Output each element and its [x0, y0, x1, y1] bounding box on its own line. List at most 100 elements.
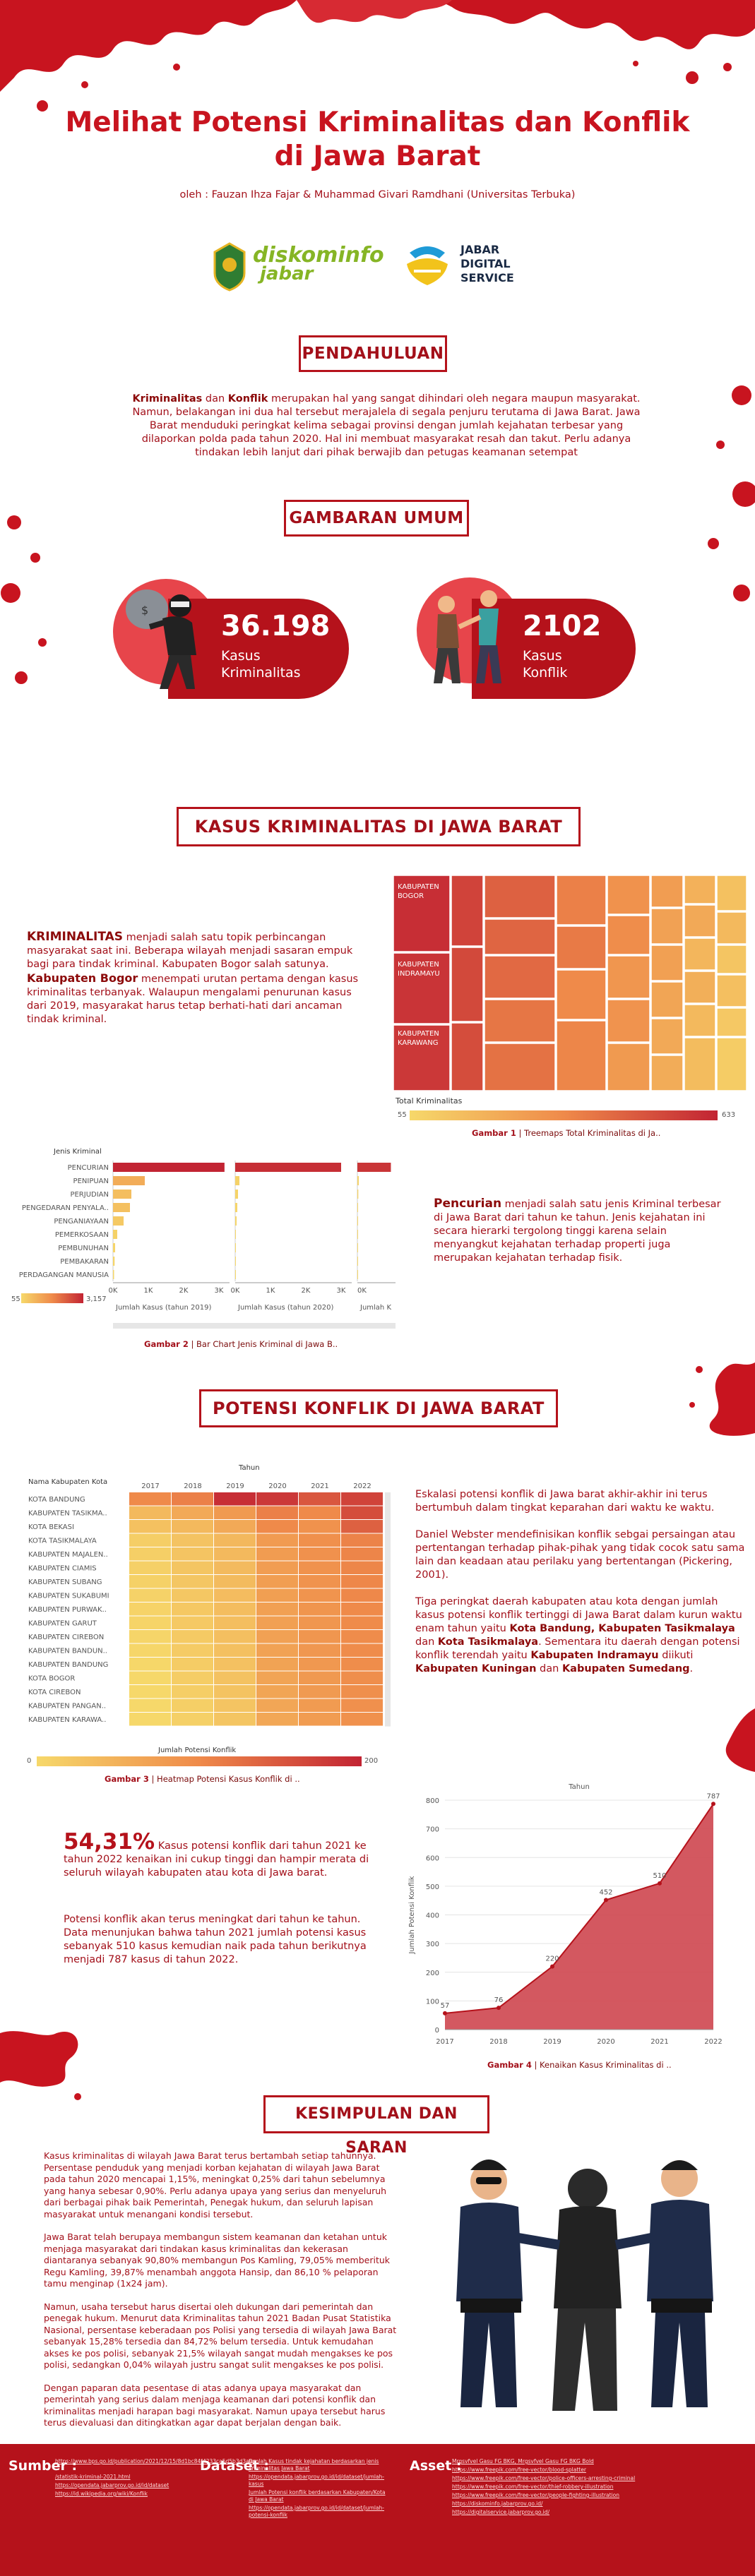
heatmap-cell[interactable] — [129, 1520, 171, 1533]
heatmap-cell[interactable] — [256, 1547, 298, 1561]
heatmap-cell[interactable] — [256, 1658, 298, 1671]
heatmap-cell[interactable] — [172, 1630, 213, 1643]
footer-asset-link-3[interactable]: https://www.freepik.com/free-vector/thie… — [452, 2484, 614, 2490]
footer-sumber-link-2[interactable]: https://opendata.jabarprov.go.id/id/data… — [55, 2482, 170, 2488]
heatmap-cell[interactable] — [214, 1699, 256, 1713]
footer-sumber-link-0[interactable]: https://www.bps.go.id/publication/2021/1… — [55, 2458, 256, 2464]
treemap-tile[interactable] — [451, 947, 484, 1022]
bar-mark[interactable] — [235, 1190, 238, 1199]
heatmap-cell[interactable] — [299, 1713, 340, 1726]
bar-mark[interactable] — [235, 1163, 341, 1172]
footer-asset-link-5[interactable]: https://diskominfo.jabarprov.go.id/ — [452, 2500, 543, 2507]
heatmap-cell[interactable] — [256, 1506, 298, 1520]
heatmap-cell[interactable] — [214, 1602, 256, 1616]
heatmap-cell[interactable] — [172, 1588, 213, 1602]
heatmap-cell[interactable] — [214, 1492, 256, 1506]
treemap-tile[interactable] — [684, 971, 716, 1004]
heatmap-cell[interactable] — [299, 1575, 340, 1588]
treemap-tile[interactable] — [393, 1024, 451, 1091]
heatmap-cell[interactable] — [341, 1713, 383, 1726]
heatmap-cell[interactable] — [214, 1630, 256, 1643]
heatmap-cell[interactable] — [299, 1561, 340, 1575]
treemap-tile[interactable] — [484, 999, 556, 1043]
heatmap-cell[interactable] — [256, 1630, 298, 1643]
bar-mark[interactable] — [235, 1230, 236, 1239]
heatmap-cell[interactable] — [341, 1685, 383, 1699]
bar-mark[interactable] — [235, 1216, 237, 1226]
heatmap-cell[interactable] — [172, 1671, 213, 1685]
treemap-tile[interactable] — [684, 937, 716, 971]
heatmap-cell[interactable] — [129, 1643, 171, 1658]
bar-mark[interactable] — [113, 1257, 115, 1266]
heatmap-cell[interactable] — [129, 1685, 171, 1699]
bar-mark[interactable] — [113, 1203, 130, 1212]
heatmap-cell[interactable] — [172, 1699, 213, 1713]
treemap-tile[interactable] — [484, 918, 556, 955]
heatmap-cell[interactable] — [256, 1588, 298, 1602]
treemap-tile[interactable] — [607, 999, 650, 1043]
heatmap-cell[interactable] — [172, 1713, 213, 1726]
heatmap-cell[interactable] — [172, 1520, 213, 1533]
heatmap-cell[interactable] — [256, 1671, 298, 1685]
footer-asset-link-0[interactable]: Mrgsvfvel Gasu FG BKG, Mrgsvfvel Gasu FG… — [452, 2458, 594, 2464]
footer-asset-link-2[interactable]: https://www.freepik.com/free-vector/poli… — [452, 2475, 636, 2481]
heatmap-cell[interactable] — [256, 1575, 298, 1588]
footer-dataset-link-0[interactable]: Jumlah Kasus tindak kejahatan berdasarka… — [249, 2458, 379, 2472]
treemap-tile[interactable] — [716, 1007, 747, 1037]
heatmap-cell[interactable] — [172, 1685, 213, 1699]
bar-mark[interactable] — [357, 1230, 358, 1239]
heatmap-cell[interactable] — [299, 1492, 340, 1506]
heatmap-cell[interactable] — [341, 1588, 383, 1602]
heatmap-cell[interactable] — [256, 1533, 298, 1547]
heatmap-cell[interactable] — [214, 1616, 256, 1630]
heatmap-cell[interactable] — [299, 1685, 340, 1699]
bar-mark[interactable] — [113, 1270, 114, 1279]
treemap-tile[interactable] — [556, 969, 607, 1020]
treemap-tile[interactable] — [393, 875, 451, 952]
bar-mark[interactable] — [113, 1163, 225, 1172]
treemap-tile[interactable] — [684, 1037, 716, 1091]
footer-asset-link-4[interactable]: https://www.freepik.com/free-vector/peop… — [452, 2492, 620, 2498]
bar-mark[interactable] — [113, 1190, 131, 1199]
treemap-tile[interactable] — [484, 875, 556, 918]
heatmap-cell[interactable] — [341, 1699, 383, 1713]
heatmap-cell[interactable] — [341, 1561, 383, 1575]
heatmap-cell[interactable] — [214, 1506, 256, 1520]
heatmap-cell[interactable] — [256, 1602, 298, 1616]
heatmap-cell[interactable] — [214, 1685, 256, 1699]
heatmap-cell[interactable] — [341, 1602, 383, 1616]
heatmap-cell[interactable] — [172, 1575, 213, 1588]
heatmap-cell[interactable] — [129, 1658, 171, 1671]
footer-sumber-link-1[interactable]: /statistik-kriminal-2021.html — [55, 2474, 131, 2480]
area-point[interactable] — [658, 1881, 662, 1886]
heatmap-cell[interactable] — [341, 1547, 383, 1561]
bar-mark[interactable] — [357, 1243, 358, 1252]
treemap-tile[interactable] — [393, 952, 451, 1024]
footer-dataset-link-3[interactable]: https://opendata.jabarprov.go.id/id/data… — [249, 2505, 385, 2518]
bar-mark[interactable] — [235, 1176, 239, 1185]
heatmap-cell[interactable] — [214, 1713, 256, 1726]
footer-dataset-link-1[interactable]: https://opendata.jabarprov.go.id/id/data… — [249, 2474, 385, 2487]
heatmap-cell[interactable] — [299, 1658, 340, 1671]
heatmap-cell[interactable] — [299, 1588, 340, 1602]
heatmap-cell[interactable] — [129, 1713, 171, 1726]
heatmap-cell[interactable] — [299, 1533, 340, 1547]
treemap-tile[interactable] — [484, 955, 556, 999]
footer-asset-link-6[interactable]: https://digitalservice.jabarprov.go.id/ — [452, 2509, 550, 2515]
bar-mark[interactable] — [113, 1176, 145, 1185]
treemap-tile[interactable] — [451, 875, 484, 947]
treemap-tile[interactable] — [684, 1004, 716, 1037]
treemap-tile[interactable] — [650, 981, 684, 1018]
treemap-tile[interactable] — [650, 1055, 684, 1091]
heatmap-cell[interactable] — [341, 1533, 383, 1547]
treemap-tile[interactable] — [484, 1043, 556, 1091]
heatmap-cell[interactable] — [214, 1547, 256, 1561]
heatmap-cell[interactable] — [341, 1671, 383, 1685]
heatmap-cell[interactable] — [256, 1699, 298, 1713]
heatmap-cell[interactable] — [129, 1506, 171, 1520]
heatmap-cell[interactable] — [341, 1506, 383, 1520]
heatmap-cell[interactable] — [214, 1533, 256, 1547]
bar-mark[interactable] — [235, 1203, 237, 1212]
treemap-tile[interactable] — [650, 945, 684, 981]
heatmap-cell[interactable] — [214, 1561, 256, 1575]
